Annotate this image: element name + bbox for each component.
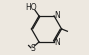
Text: N: N [55, 38, 61, 47]
Text: HO: HO [25, 3, 37, 12]
Text: S: S [30, 44, 35, 53]
Text: N: N [55, 11, 61, 20]
